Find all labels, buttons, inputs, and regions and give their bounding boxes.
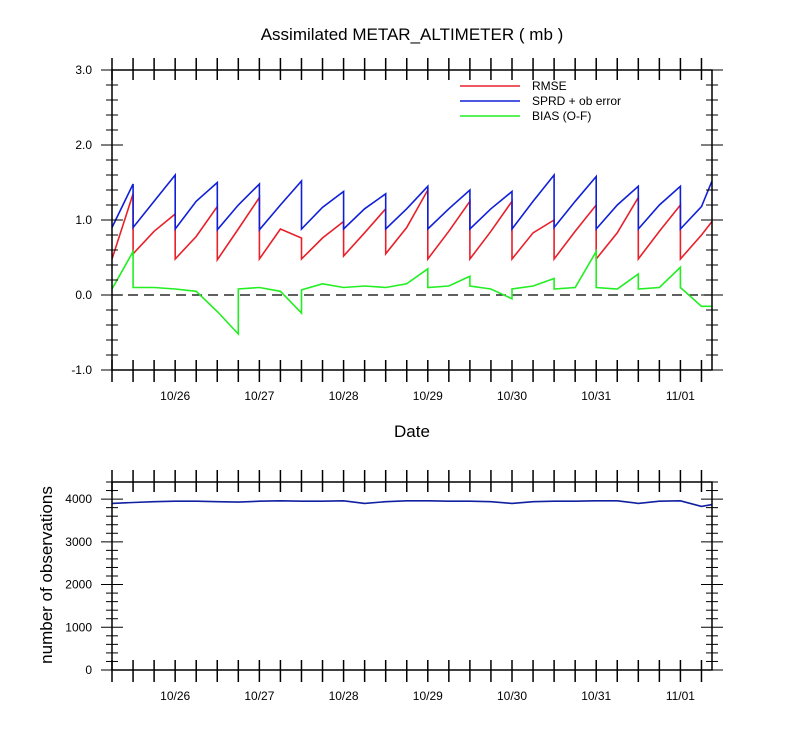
y-tick-label: 0.0: [75, 288, 92, 302]
bottom-ticks: [101, 470, 723, 682]
chart-title: Assimilated METAR_ALTIMETER ( mb ): [261, 25, 564, 44]
y-tick-label: -1.0: [71, 363, 92, 377]
series-line-bias: [111, 248, 712, 337]
top-plot-frame: [111, 69, 713, 371]
x-tick-label: 10/27: [244, 389, 274, 403]
series-line-nobs: [111, 499, 713, 508]
x-tick-label: 11/01: [666, 389, 695, 403]
y-axis-label-observations: number of observations: [37, 486, 56, 664]
legend-label-sprd: SPRD + ob error: [532, 94, 621, 108]
x-tick-label: 11/01: [666, 689, 695, 703]
legend: RMSE SPRD + ob error BIAS (O-F): [460, 79, 621, 123]
series-line-sprd: [111, 172, 713, 232]
y-tick-label: 0: [85, 663, 92, 677]
bottom-x-tick-labels: 10/26 10/27 10/28 10/29 10/30 10/31 11/01: [160, 689, 695, 703]
x-axis-label: Date: [394, 422, 430, 441]
x-tick-label: 10/31: [581, 689, 611, 703]
x-tick-label: 10/27: [244, 689, 274, 703]
bottom-series-group: [111, 499, 713, 508]
top-x-tick-labels: 10/26 10/27 10/28 10/29 10/30 10/31 11/01: [160, 389, 695, 403]
top-series-group: [111, 172, 713, 337]
x-tick-label: 10/26: [160, 389, 190, 403]
top-ticks: [101, 58, 723, 382]
y-tick-label: 2.0: [75, 138, 92, 152]
x-tick-label: 10/29: [413, 389, 443, 403]
bottom-plot-frame: [111, 481, 713, 671]
x-tick-label: 10/28: [329, 689, 359, 703]
x-tick-label: 10/31: [581, 389, 611, 403]
legend-label-bias: BIAS (O-F): [532, 109, 591, 123]
top-plot: -1.00.01.02.03.0 10/26 10/27 10/28 10/29 10/…: [71, 58, 723, 441]
legend-label-rmse: RMSE: [532, 79, 567, 93]
y-tick-label: 1.0: [75, 213, 92, 227]
x-tick-label: 10/29: [413, 689, 443, 703]
x-tick-label: 10/26: [160, 689, 190, 703]
y-tick-label: 3000: [65, 535, 92, 549]
x-tick-label: 10/30: [497, 689, 527, 703]
top-y-tick-labels: -1.0 0.0 1.0 2.0 3.0: [71, 63, 92, 377]
y-tick-label: 2000: [65, 578, 92, 592]
y-tick-label: 4000: [65, 492, 92, 506]
x-tick-label: 10/30: [497, 389, 527, 403]
bottom-y-tick-labels: 0 1000 2000 3000 4000: [65, 492, 92, 677]
y-tick-label: 1000: [65, 620, 92, 634]
y-tick-label: 3.0: [75, 63, 92, 77]
x-tick-label: 10/28: [329, 389, 359, 403]
